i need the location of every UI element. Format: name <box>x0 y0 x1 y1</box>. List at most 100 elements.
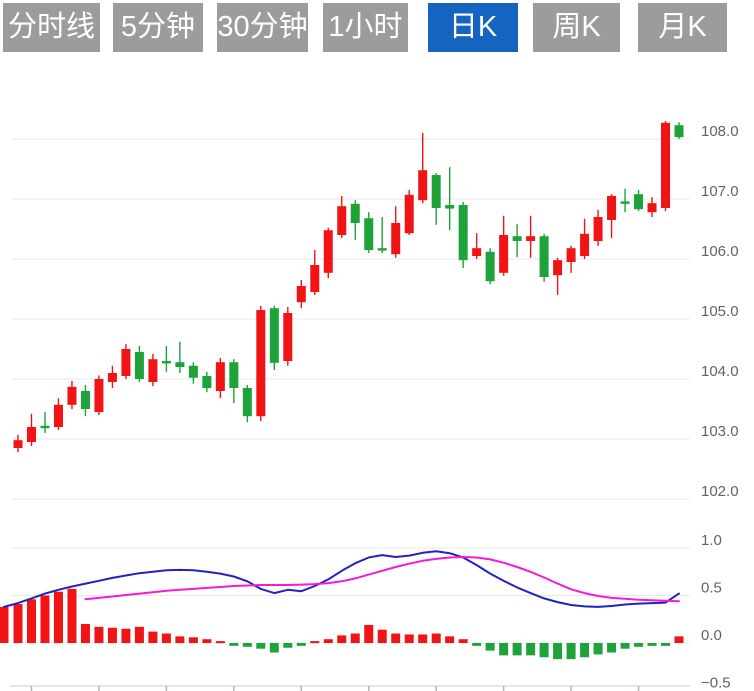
candle-body <box>620 201 630 204</box>
macd-bar <box>215 641 225 644</box>
y-axis-label-price: 105.0 <box>701 303 739 320</box>
timeframe-tabbar: 分时线 5分钟 30分钟 1小时 日K 周K 月K <box>0 3 754 52</box>
y-axis-label-price: 108.0 <box>701 123 739 140</box>
macd-bar <box>391 633 401 643</box>
macd-bar <box>512 643 522 656</box>
candle-body <box>161 361 171 364</box>
macd-bar <box>256 643 266 649</box>
candle-body <box>107 373 117 382</box>
macd-bar <box>94 626 104 643</box>
candle-body <box>539 236 549 277</box>
tab-monthly-k[interactable]: 月K <box>638 3 727 52</box>
macd-bar <box>593 643 603 655</box>
tab-30min[interactable]: 30分钟 <box>217 3 308 52</box>
candle-body <box>242 388 252 417</box>
macd-bar <box>458 639 468 643</box>
candle-body <box>431 175 441 208</box>
candle-body <box>323 230 333 273</box>
y-axis-label-price: 103.0 <box>701 423 739 440</box>
macd-bar <box>53 591 63 643</box>
macd-bar <box>553 643 563 660</box>
macd-bar <box>445 636 455 643</box>
tab-1hour[interactable]: 1小时 <box>323 3 408 52</box>
candle-body <box>296 286 306 303</box>
candle-body <box>634 194 644 210</box>
candle-body <box>364 218 374 250</box>
macd-bar <box>418 634 428 643</box>
candle-body <box>310 265 320 292</box>
tab-daily-k[interactable]: 日K <box>428 3 518 52</box>
macd-bar <box>310 641 320 644</box>
candle-body <box>26 427 36 442</box>
y-axis-label-price: 104.0 <box>701 363 739 380</box>
tab-5min[interactable]: 5分钟 <box>113 3 203 52</box>
macd-bar <box>121 628 131 643</box>
candle-body <box>229 362 239 388</box>
candle-body <box>94 379 104 412</box>
candle-body <box>661 122 671 208</box>
macd-bar <box>134 626 144 643</box>
dea-line <box>84 556 680 603</box>
macd-bar <box>607 643 617 653</box>
macd-bar <box>674 636 684 643</box>
dif-line <box>3 550 680 608</box>
candle-body <box>13 440 23 448</box>
candle-body <box>67 386 77 405</box>
candle-body <box>202 376 212 388</box>
macd-bar <box>472 643 482 646</box>
macd-bar <box>647 643 657 646</box>
candle-body <box>553 260 563 276</box>
macd-bar <box>404 634 414 643</box>
candle-body <box>526 236 536 241</box>
macd-bar <box>350 633 360 643</box>
tab-time-share[interactable]: 分时线 <box>3 3 100 52</box>
macd-bar <box>202 639 212 643</box>
candle-body <box>472 248 482 256</box>
macd-bar <box>161 633 171 643</box>
macd-bar <box>296 643 306 646</box>
macd-bar <box>526 643 536 656</box>
candle-body <box>458 205 468 261</box>
candle-body <box>175 362 185 367</box>
candle-body <box>647 203 657 213</box>
candle-body <box>134 352 144 379</box>
macd-bar <box>323 639 333 643</box>
macd-bar <box>242 643 252 647</box>
tab-weekly-k[interactable]: 周K <box>533 3 620 52</box>
macd-bar <box>620 643 630 649</box>
candle-body <box>337 206 347 235</box>
candle-body <box>53 404 63 427</box>
candle-body <box>283 313 293 361</box>
macd-bar <box>40 595 50 643</box>
macd-bar <box>67 588 77 643</box>
candle-body <box>512 236 522 241</box>
macd-bar <box>377 629 387 643</box>
macd-bar <box>431 633 441 643</box>
macd-bar <box>634 643 644 647</box>
macd-bar <box>499 643 509 656</box>
y-axis-label-price: 106.0 <box>701 243 739 260</box>
candle-body <box>269 308 279 363</box>
y-axis-label-indicator: −0.5 <box>701 675 731 691</box>
macd-bar <box>580 643 590 658</box>
candle-body <box>121 349 131 376</box>
macd-bar <box>175 636 185 643</box>
macd-bar <box>148 631 158 643</box>
candle-body <box>445 205 455 209</box>
candle-body <box>566 248 576 262</box>
macd-bar <box>13 604 23 643</box>
macd-bar <box>283 643 293 648</box>
candle-body <box>674 125 684 138</box>
candle-body <box>188 365 198 378</box>
macd-bar <box>485 643 495 651</box>
candle-body <box>80 391 90 409</box>
candle-body <box>148 359 158 382</box>
candle-body <box>593 217 603 241</box>
candle-body <box>485 251 495 282</box>
macd-bar <box>188 637 198 643</box>
y-axis-label-indicator: 1.0 <box>701 532 722 549</box>
candle-body <box>256 310 266 417</box>
y-axis-label-indicator: 0.5 <box>701 580 722 597</box>
